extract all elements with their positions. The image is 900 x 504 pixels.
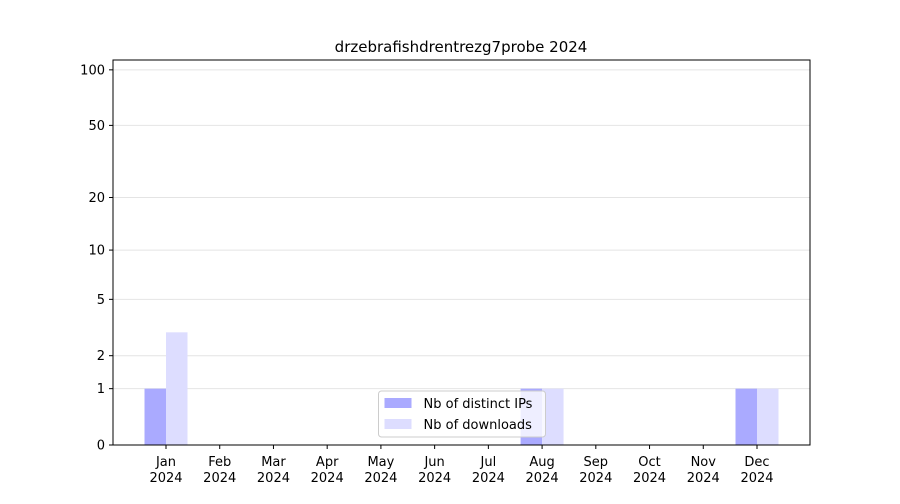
y-tick-label: 20 — [88, 191, 105, 206]
x-tick-label: Mar 2024 — [257, 455, 290, 486]
x-tick-label: Sep 2024 — [579, 455, 612, 486]
x-tick-label: Nov 2024 — [687, 455, 720, 486]
x-tick-label: Jul 2024 — [472, 455, 505, 486]
legend-label: Nb of distinct IPs — [424, 397, 533, 412]
bar — [542, 388, 564, 445]
legend-swatch — [384, 419, 412, 429]
x-tick-label: Dec 2024 — [740, 455, 773, 486]
x-tick-label: Feb 2024 — [203, 455, 236, 486]
bar — [166, 332, 188, 445]
y-tick-label: 100 — [80, 63, 105, 78]
bar — [735, 388, 757, 445]
legend-label: Nb of downloads — [424, 418, 533, 433]
bar — [757, 388, 779, 445]
x-tick-label: Jun 2024 — [418, 455, 451, 486]
x-tick-label: Oct 2024 — [633, 455, 666, 486]
y-tick-label: 1 — [97, 382, 105, 397]
y-tick-label: 10 — [88, 244, 105, 259]
x-tick-label: Jan 2024 — [149, 455, 182, 486]
y-tick-label: 0 — [97, 439, 105, 454]
chart-title: drzebrafishdrentrezg7probe 2024 — [335, 38, 588, 56]
x-tick-label: Aug 2024 — [526, 455, 559, 486]
x-tick-label: Apr 2024 — [311, 455, 344, 486]
legend: Nb of distinct IPs Nb of downloads — [378, 390, 546, 438]
legend-swatch — [384, 398, 412, 408]
x-tick-label: May 2024 — [364, 455, 397, 486]
y-tick-label: 5 — [97, 293, 105, 308]
y-tick-label: 2 — [97, 349, 105, 364]
plot-frame — [112, 59, 811, 446]
legend-frame — [378, 390, 546, 438]
bar — [144, 388, 166, 445]
y-tick-label: 50 — [88, 119, 105, 134]
